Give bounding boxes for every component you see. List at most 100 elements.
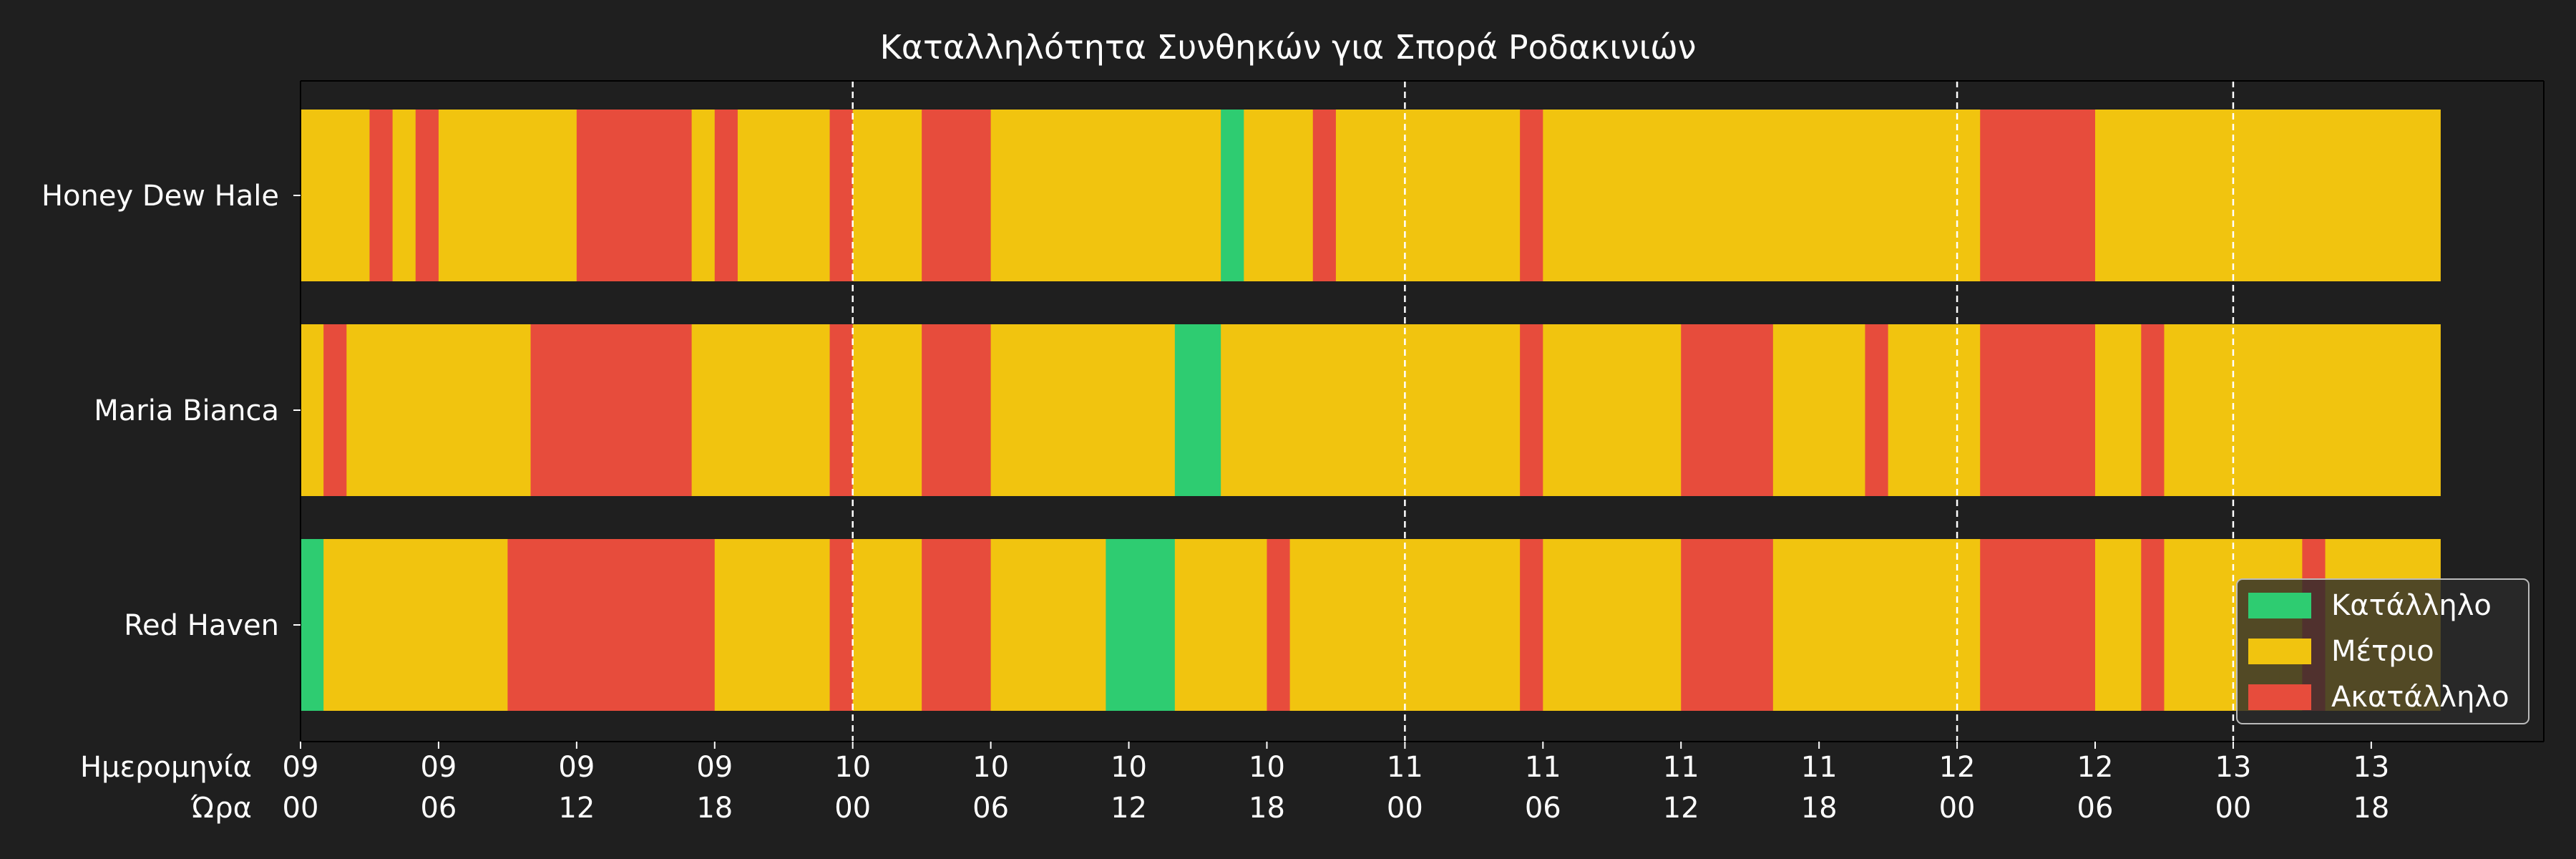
x-axis-row-label-time: Ώρα bbox=[190, 792, 252, 825]
legend: Κατάλληλο Μέτριο Ακατάλληλο bbox=[2236, 578, 2529, 724]
segment-unsuitable bbox=[323, 324, 347, 496]
x-tick-label-day: 11 bbox=[1525, 751, 1561, 784]
x-tick-label-time: 18 bbox=[696, 792, 733, 825]
segment-moderate bbox=[2095, 539, 2142, 711]
segment-unsuitable bbox=[415, 110, 439, 281]
segment-moderate bbox=[691, 324, 831, 496]
x-tick-label-day: 11 bbox=[1801, 751, 1838, 784]
x-tick-label-day: 13 bbox=[2353, 751, 2389, 784]
x-tick-label-day: 12 bbox=[2077, 751, 2114, 784]
segment-moderate bbox=[438, 110, 577, 281]
segment-unsuitable bbox=[1520, 539, 1543, 711]
segment-moderate bbox=[714, 539, 831, 711]
segment-moderate bbox=[990, 324, 1176, 496]
x-tick-label-time: 00 bbox=[1387, 792, 1423, 825]
segment-suitable bbox=[301, 539, 324, 711]
segment-unsuitable bbox=[1980, 110, 2096, 281]
segment-unsuitable bbox=[576, 110, 693, 281]
segment-moderate bbox=[990, 539, 1106, 711]
x-tick-label-day: 11 bbox=[1663, 751, 1699, 784]
x-tick-label-time: 00 bbox=[283, 792, 319, 825]
segment-moderate bbox=[301, 324, 324, 496]
x-tick-label-time: 18 bbox=[1801, 792, 1838, 825]
x-tick-label-time: 12 bbox=[558, 792, 595, 825]
segment-suitable bbox=[1221, 110, 1244, 281]
x-axis: Ημερομηνία Ώρα 09 00 09 06 09 12 09 18 10 00 10 06 1… bbox=[80, 742, 2389, 825]
x-tick-label-time: 00 bbox=[2215, 792, 2251, 825]
x-tick-label-time: 12 bbox=[1111, 792, 1147, 825]
y-tick-label: Red Haven bbox=[124, 609, 279, 642]
segment-moderate bbox=[691, 110, 716, 281]
segment-suitable bbox=[1174, 324, 1221, 496]
segment-unsuitable bbox=[1520, 324, 1543, 496]
segment-moderate bbox=[1221, 324, 1521, 496]
segment-unsuitable bbox=[369, 110, 394, 281]
x-tick-label-time: 00 bbox=[1939, 792, 1976, 825]
segment-unsuitable bbox=[1312, 110, 1337, 281]
segment-moderate bbox=[392, 110, 416, 281]
x-axis-row-label-date: Ημερομηνία bbox=[80, 751, 252, 784]
x-tick-label-time: 06 bbox=[972, 792, 1009, 825]
y-tick-label: Maria Bianca bbox=[94, 394, 279, 427]
segment-moderate bbox=[1244, 110, 1314, 281]
segment-moderate bbox=[301, 110, 371, 281]
x-tick-label-time: 06 bbox=[420, 792, 457, 825]
segment-unsuitable bbox=[922, 539, 992, 711]
chart-title: Καταλληλότητα Συνθηκών για Σπορά Ροδακιν… bbox=[880, 28, 1697, 67]
x-tick-label-time: 06 bbox=[1525, 792, 1561, 825]
plot-area bbox=[300, 80, 2545, 742]
segment-moderate bbox=[990, 110, 1221, 281]
segment-moderate bbox=[1772, 324, 1866, 496]
x-tick-label-time: 12 bbox=[1663, 792, 1699, 825]
x-tick-label-time: 18 bbox=[1249, 792, 1285, 825]
legend-swatch bbox=[2248, 639, 2311, 664]
segment-unsuitable bbox=[530, 324, 693, 496]
segment-unsuitable bbox=[1520, 110, 1543, 281]
x-tick-label-day: 10 bbox=[834, 751, 871, 784]
legend-swatch bbox=[2248, 684, 2311, 710]
x-tick-label-day: 13 bbox=[2215, 751, 2251, 784]
segment-unsuitable bbox=[1267, 539, 1291, 711]
segment-moderate bbox=[1543, 539, 1682, 711]
series-row bbox=[301, 539, 2441, 711]
x-tick-label-day: 10 bbox=[1249, 751, 1285, 784]
legend-label: Κατάλληλο bbox=[2331, 589, 2492, 622]
segment-unsuitable bbox=[2141, 539, 2165, 711]
segment-unsuitable bbox=[1681, 324, 1774, 496]
segment-unsuitable bbox=[829, 110, 854, 281]
segment-unsuitable bbox=[829, 539, 854, 711]
segment-moderate bbox=[2095, 110, 2280, 281]
legend-swatch bbox=[2248, 593, 2311, 618]
segment-unsuitable bbox=[1681, 539, 1774, 711]
x-tick-label-time: 18 bbox=[2353, 792, 2389, 825]
x-tick-label-day: 09 bbox=[696, 751, 733, 784]
segment-moderate bbox=[1888, 324, 1981, 496]
segment-unsuitable bbox=[922, 110, 992, 281]
segment-moderate bbox=[1543, 324, 1682, 496]
x-tick-label-time: 06 bbox=[2077, 792, 2114, 825]
series-row bbox=[301, 324, 2441, 496]
x-tick-label-day: 11 bbox=[1387, 751, 1423, 784]
segment-moderate bbox=[2164, 324, 2280, 496]
segment-moderate bbox=[1174, 539, 1268, 711]
x-tick-label-day: 09 bbox=[283, 751, 319, 784]
segment-moderate bbox=[1335, 110, 1521, 281]
x-tick-label-day: 10 bbox=[1111, 751, 1147, 784]
segment-moderate bbox=[1543, 110, 1981, 281]
legend-label: Ακατάλληλο bbox=[2331, 681, 2509, 714]
segment-moderate bbox=[323, 539, 508, 711]
segment-unsuitable bbox=[2141, 324, 2165, 496]
y-axis: Honey Dew Hale Maria Bianca Red Haven bbox=[42, 180, 301, 642]
x-tick-label-day: 09 bbox=[558, 751, 595, 784]
x-tick-label-time: 00 bbox=[834, 792, 871, 825]
legend-label: Μέτριο bbox=[2331, 635, 2434, 668]
segment-moderate bbox=[2279, 110, 2441, 281]
segment-unsuitable bbox=[714, 110, 738, 281]
segment-unsuitable bbox=[507, 539, 716, 711]
segment-moderate bbox=[2279, 324, 2441, 496]
segment-moderate bbox=[1772, 539, 1981, 711]
segment-unsuitable bbox=[1865, 324, 1889, 496]
segment-moderate bbox=[346, 324, 532, 496]
segment-moderate bbox=[852, 539, 922, 711]
